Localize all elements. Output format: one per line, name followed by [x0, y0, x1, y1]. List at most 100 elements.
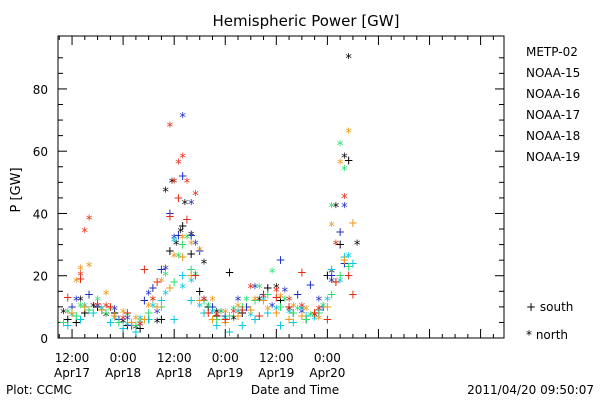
point-noaa-17-south: +: [212, 312, 222, 326]
point-noaa-17-south: +: [237, 300, 247, 314]
point-noaa-18-north: *: [145, 301, 152, 316]
point-metp-02-south: +: [322, 269, 332, 283]
point-noaa-18-north: *: [179, 232, 186, 247]
point-noaa-17-north: *: [65, 307, 72, 322]
point-noaa-18-south: +: [139, 312, 149, 326]
point-noaa-15-north: *: [341, 201, 348, 216]
point-noaa-15-north: *: [328, 276, 335, 291]
point-noaa-16-north: *: [260, 295, 267, 310]
point-noaa-16-north: *: [82, 301, 89, 316]
point-metp-02-south: +: [212, 309, 222, 323]
point-metp-02-south: +: [71, 315, 81, 329]
point-noaa-18-south: +: [322, 300, 332, 314]
point-noaa-15-north: *: [201, 295, 208, 310]
point-noaa-16-north: *: [286, 307, 293, 322]
point-noaa-17-south: +: [156, 300, 166, 314]
point-noaa-15-north: *: [94, 301, 101, 316]
point-noaa-16-south: +: [212, 319, 222, 333]
y-axis-label: P [GW]: [9, 167, 24, 212]
point-noaa-15-north: *: [111, 304, 118, 319]
point-noaa-15-north: *: [269, 301, 276, 316]
point-noaa-18-south: +: [186, 269, 196, 283]
point-noaa-16-north: *: [188, 276, 195, 291]
point-noaa-16-north: *: [273, 304, 280, 319]
point-noaa-19-south: +: [237, 303, 247, 317]
point-noaa-15-south: +: [318, 300, 328, 314]
point-noaa-17-south: +: [131, 319, 141, 333]
point-noaa-19-north: *: [82, 226, 89, 241]
point-noaa-18-north: *: [328, 220, 335, 235]
point-noaa-16-south: +: [88, 306, 98, 320]
point-noaa-17-south: +: [335, 269, 345, 283]
point-noaa-16-south: +: [348, 256, 358, 270]
y-tick-label: 0: [40, 332, 48, 346]
y-axis: 0 20 40 60 80: [33, 57, 504, 346]
point-noaa-17-north: *: [337, 139, 344, 154]
x-axis-label: Date and Time: [251, 383, 339, 397]
marker-legend-south: + south: [526, 300, 573, 314]
x-tick-label: 12:00: [157, 351, 192, 365]
x-tick-date-label: Apr20: [309, 366, 345, 380]
point-noaa-16-north: *: [311, 313, 318, 328]
point-noaa-15-north: *: [171, 232, 178, 247]
point-noaa-15-south: +: [276, 253, 286, 267]
point-noaa-16-south: +: [186, 294, 196, 308]
point-noaa-18-north: *: [188, 239, 195, 254]
point-noaa-17-north: *: [94, 295, 101, 310]
point-noaa-15-north: *: [179, 111, 186, 126]
point-noaa-15-south: +: [67, 300, 77, 314]
point-noaa-18-north: *: [252, 295, 259, 310]
point-noaa-16-south: +: [63, 319, 73, 333]
point-metp-02-north: *: [182, 198, 189, 213]
point-noaa-17-south: +: [263, 287, 273, 301]
point-metp-02-south: +: [135, 322, 145, 336]
point-metp-02-south: +: [288, 306, 298, 320]
point-noaa-17-north: *: [320, 301, 327, 316]
point-noaa-15-south: +: [178, 169, 188, 183]
y-tick-label: 40: [33, 207, 48, 221]
point-noaa-18-north: *: [171, 251, 178, 266]
point-metp-02-north: *: [77, 295, 84, 310]
point-noaa-18-north: *: [120, 307, 127, 322]
point-noaa-17-south: +: [71, 309, 81, 323]
point-noaa-19-north: *: [184, 176, 191, 191]
point-noaa-15-south: +: [84, 287, 94, 301]
point-metp-02-south: +: [224, 266, 234, 280]
point-noaa-19-north: *: [248, 282, 255, 297]
point-noaa-18-south: +: [110, 309, 120, 323]
point-metp-02-north: *: [345, 52, 352, 67]
point-noaa-16-south: +: [199, 306, 209, 320]
point-metp-02-south: +: [301, 312, 311, 326]
point-noaa-18-north: *: [133, 313, 140, 328]
x-tick-date-label: Apr17: [54, 366, 90, 380]
point-noaa-19-north: *: [273, 285, 280, 300]
point-noaa-18-south: +: [80, 300, 90, 314]
point-noaa-15-north: *: [154, 307, 161, 322]
point-noaa-19-south: +: [76, 272, 86, 286]
point-noaa-18-south: +: [127, 315, 137, 329]
point-noaa-17-north: *: [175, 251, 182, 266]
point-metp-02-north: *: [299, 304, 306, 319]
x-tick-date-label: Apr18: [105, 366, 141, 380]
point-metp-02-south: +: [165, 244, 175, 258]
point-noaa-16-south: +: [169, 312, 179, 326]
point-metp-02-north: *: [173, 239, 180, 254]
point-noaa-19-south: +: [271, 291, 281, 305]
point-metp-02-south: +: [263, 281, 273, 295]
point-noaa-16-south: +: [131, 325, 141, 339]
point-noaa-16-south: +: [263, 306, 273, 320]
point-noaa-17-north: *: [77, 301, 84, 316]
point-noaa-18-south: +: [284, 312, 294, 326]
point-metp-02-south: +: [80, 306, 90, 320]
point-metp-02-north: *: [341, 151, 348, 166]
point-noaa-17-south: +: [288, 306, 298, 320]
point-noaa-19-south: +: [63, 291, 73, 305]
point-noaa-16-north: *: [124, 320, 131, 335]
point-noaa-18-south: +: [165, 281, 175, 295]
point-noaa-16-south: +: [339, 250, 349, 264]
point-noaa-19-north: *: [231, 307, 238, 322]
point-noaa-19-north: *: [333, 239, 340, 254]
point-noaa-16-north: *: [111, 313, 118, 328]
legend-entry-metp-02: METP-02: [526, 45, 578, 59]
